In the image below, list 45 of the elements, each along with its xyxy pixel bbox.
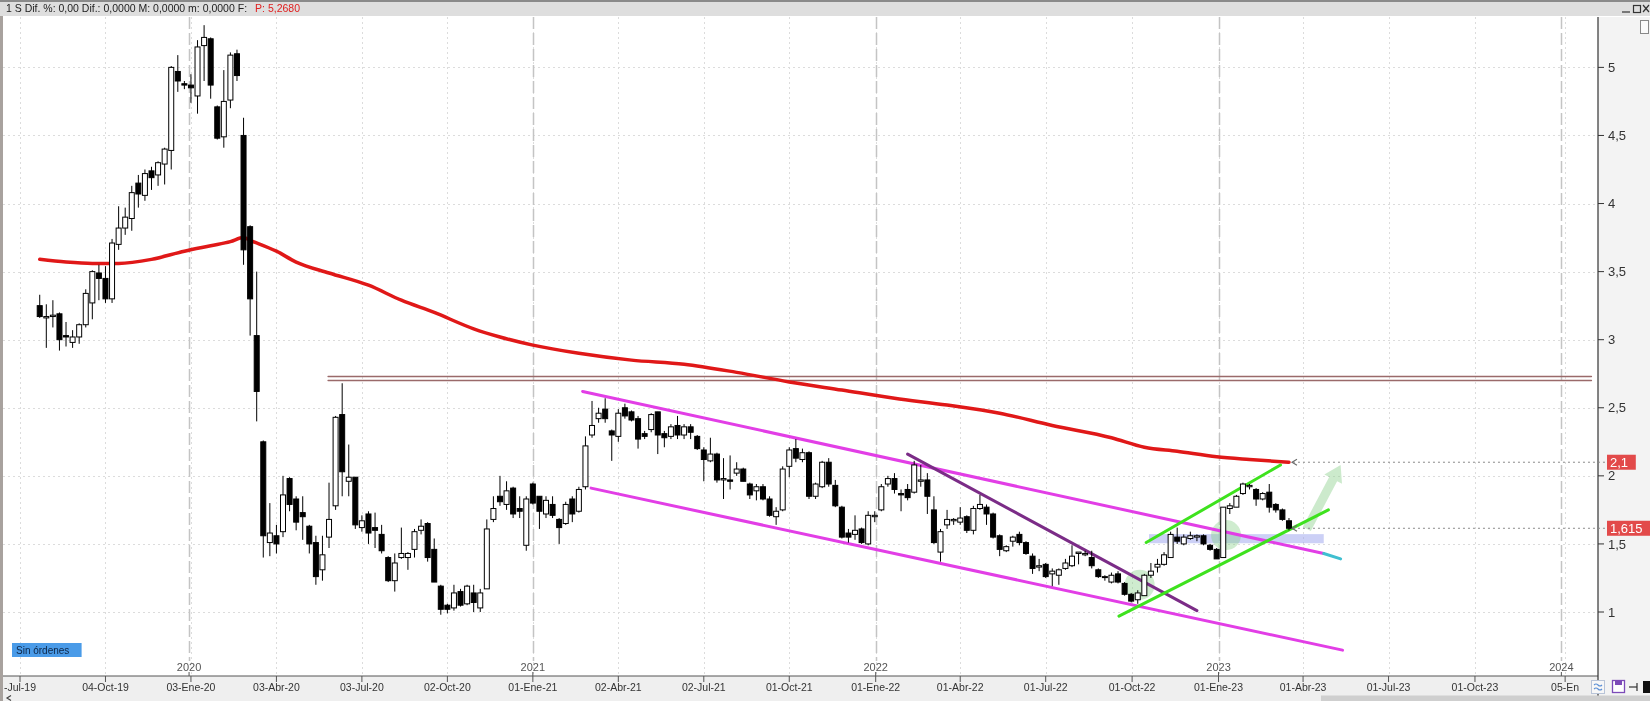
x-tick-label: 01-Oct-21: [765, 681, 813, 693]
candlestick: [832, 479, 839, 508]
x2-tick-label: 2021: [520, 661, 546, 673]
y-tick-label: 1: [1608, 604, 1616, 620]
x-tick-label: 02-Abr-21: [594, 681, 642, 693]
y-tick-label: 2: [1608, 468, 1616, 484]
x-tick-label: 01-Oct-23: [1451, 681, 1499, 693]
candlestick: [589, 400, 596, 439]
x-tick-label: 01-Abr-22: [936, 681, 984, 693]
x-tick-label: 01-Ene-22: [851, 681, 901, 693]
x-tick-label: 03-Ene-20: [166, 681, 216, 693]
x-tick-label: 02-Jul-21: [681, 681, 726, 693]
x2-tick-label: 2020: [176, 661, 202, 673]
candlestick: [378, 524, 385, 554]
y-tick-label: 5: [1608, 59, 1616, 75]
y-tick-label: 1,5: [1608, 536, 1627, 552]
x-tick-label: 01-Ene-23: [1194, 681, 1244, 693]
x-tick-label: 04-Oct-19: [82, 681, 129, 693]
annotation: 2,1: [1610, 454, 1629, 470]
annotation: 1,615: [1610, 520, 1643, 536]
y-tick-label: 3: [1608, 332, 1616, 348]
chart-title: 1 S Dif. %: 0,00 Dif.: 0,0000 M: 0,0000 m: 0,0000 F:: [6, 2, 248, 14]
x-tick-label: 01-Jul-22: [1023, 681, 1068, 693]
y-tick-label: 4,5: [1608, 128, 1627, 144]
x-tick-label: 01-Oct-22: [1108, 681, 1156, 693]
x-tick-label: 02-Oct-20: [424, 681, 471, 693]
y-tick-label: 2,5: [1608, 400, 1627, 416]
x2-tick-label: 2023: [1206, 661, 1231, 673]
annotation: Sin órdenes: [16, 644, 70, 656]
candlestick: [490, 495, 497, 523]
x2-tick-label: 2022: [863, 661, 888, 673]
y-tick-label: 3,5: [1608, 264, 1627, 280]
x-tick-label: 03-Abr-20: [253, 681, 300, 693]
x-tick-label: 01-Ene-21: [508, 681, 558, 693]
x-tick-label: 05-En: [1551, 681, 1580, 693]
x-tick-label: 03-Jul-20: [340, 681, 384, 693]
candlestick: [326, 482, 333, 549]
chart-subtitle: P: 5,2680: [255, 2, 301, 14]
candlestick: [411, 528, 418, 559]
x-tick-label: 01-Abr-23: [1279, 681, 1327, 693]
x2-tick-label: 2024: [1549, 661, 1574, 673]
candlestick: [878, 483, 885, 512]
y-tick-label: 4: [1608, 196, 1616, 212]
x-tick-label: -Jul-19: [3, 681, 37, 693]
x-tick-label: 01-Jul-23: [1366, 681, 1411, 693]
